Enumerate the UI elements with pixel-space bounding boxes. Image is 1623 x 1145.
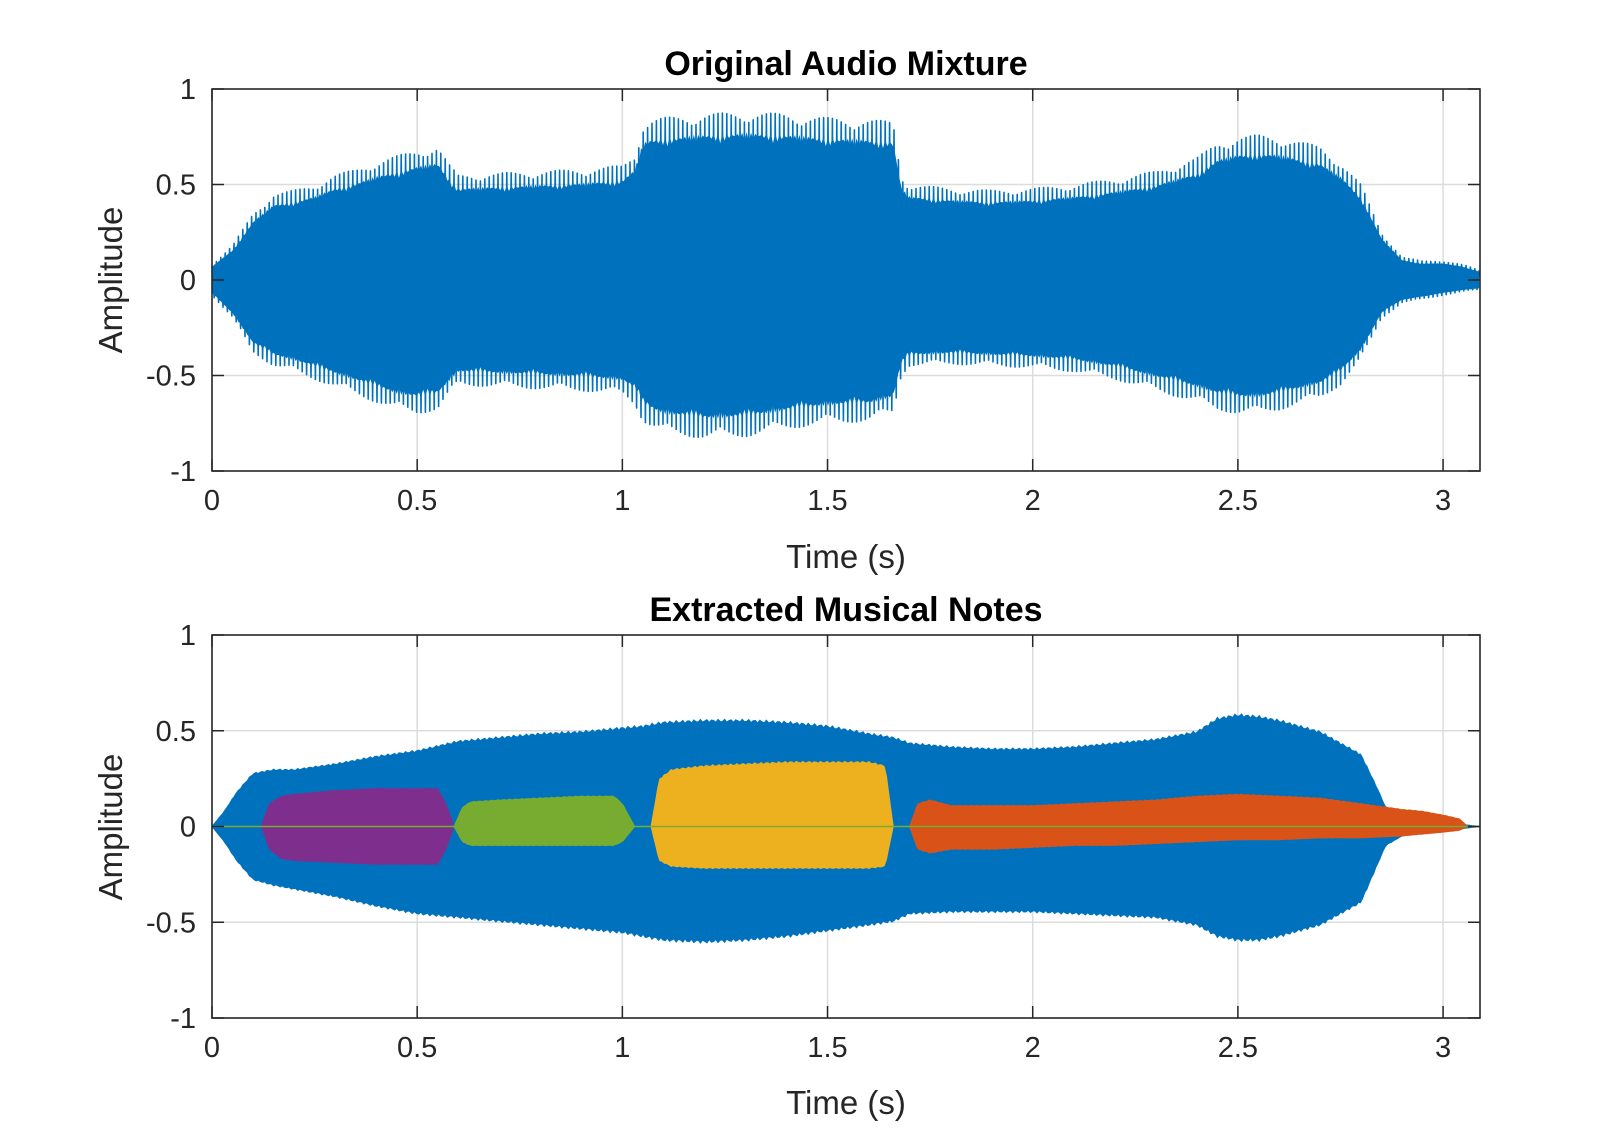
chart-title: Extracted Musical Notes: [649, 591, 1042, 629]
axes-extracted-notes: 0 0.5 1 1.5 2 2.5 3 -1 -0.5 0 0.5 1 Extracted Music…: [92, 591, 1481, 1121]
y-tick-label: -1: [170, 456, 196, 488]
waveform-series: [211, 112, 1480, 438]
waveform-core: [212, 132, 1480, 419]
series-layer: [211, 713, 1480, 944]
x-tick-label: 2.5: [1218, 485, 1258, 517]
note-series-2: [453, 795, 635, 847]
note-series-3: [650, 760, 894, 870]
y-tick-label: 0: [180, 812, 196, 844]
x-tick-label: 3: [1435, 1032, 1451, 1064]
x-tick-label: 0.5: [397, 1032, 437, 1064]
x-tick-label: 1.5: [807, 1032, 847, 1064]
x-tick-label: 3: [1435, 485, 1451, 517]
axes-original-mixture: 0 0.5 1 1.5 2 2.5 3 -1 -0.5 0 0.5 1 Original Audio …: [92, 45, 1481, 575]
chart-title: Original Audio Mixture: [664, 45, 1027, 83]
y-axis-label: Amplitude: [92, 207, 129, 354]
series-layer: [211, 112, 1480, 438]
y-tick-label: 1: [180, 620, 196, 652]
y-tick-label: -0.5: [146, 361, 196, 393]
y-tick-label: 1: [180, 74, 196, 106]
ticks: 0 0.5 1 1.5 2 2.5 3 -1 -0.5 0 0.5 1: [146, 74, 1480, 517]
y-tick-label: -1: [170, 1003, 196, 1035]
x-tick-label: 1: [614, 1032, 630, 1064]
y-tick-label: 0.5: [156, 170, 196, 202]
y-tick-label: 0: [180, 265, 196, 297]
x-tick-label: 0: [204, 485, 220, 517]
x-tick-label: 1: [614, 485, 630, 517]
x-tick-label: 0: [204, 1032, 220, 1064]
x-tick-label: 0.5: [397, 485, 437, 517]
x-tick-label: 2: [1025, 1032, 1041, 1064]
y-axis-label: Amplitude: [92, 754, 129, 901]
ticks: 0 0.5 1 1.5 2 2.5 3 -1 -0.5 0 0.5 1: [146, 620, 1480, 1064]
x-tick-label: 2: [1025, 485, 1041, 517]
y-tick-label: 0.5: [156, 716, 196, 748]
y-tick-label: -0.5: [146, 907, 196, 939]
x-tick-label: 2.5: [1218, 1032, 1258, 1064]
x-tick-label: 1.5: [807, 485, 847, 517]
x-axis-label: Time (s): [786, 538, 906, 575]
x-axis-label: Time (s): [786, 1084, 906, 1121]
